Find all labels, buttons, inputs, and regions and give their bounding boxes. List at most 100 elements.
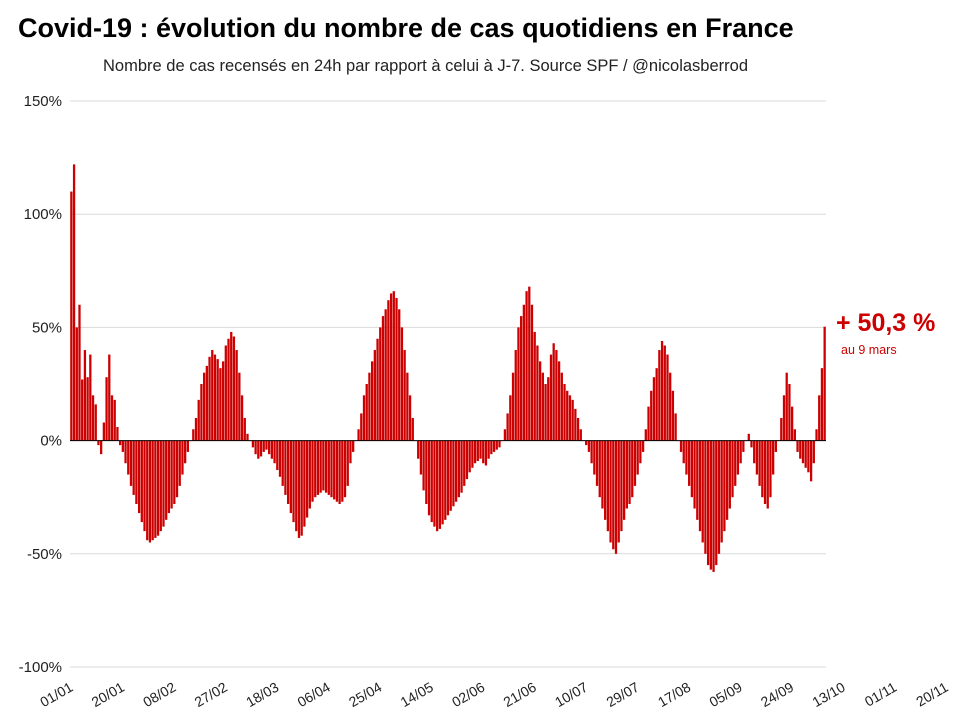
bar xyxy=(243,417,246,441)
bar xyxy=(140,440,143,523)
bar xyxy=(755,440,759,475)
bar xyxy=(94,404,97,441)
bar xyxy=(761,440,764,498)
x-tick-label: 25/04 xyxy=(346,679,385,710)
bar xyxy=(235,350,238,441)
bar xyxy=(251,440,255,448)
bar xyxy=(585,440,588,446)
bar xyxy=(533,331,536,441)
bar xyxy=(381,316,385,441)
bar xyxy=(815,429,818,441)
bar xyxy=(555,350,558,441)
bar xyxy=(257,440,260,459)
y-tick-label: -50% xyxy=(27,546,62,563)
bar xyxy=(230,331,233,441)
bar xyxy=(772,440,775,475)
bar xyxy=(121,440,124,452)
bar xyxy=(557,361,561,441)
bar xyxy=(211,350,214,441)
bar xyxy=(628,440,631,504)
bar xyxy=(704,440,707,554)
last-value-annotation: + 50,3 % xyxy=(836,309,936,337)
bar xyxy=(91,395,95,441)
bar xyxy=(671,390,675,441)
bar xyxy=(785,372,788,441)
bar xyxy=(490,440,493,455)
x-axis: 01/01 20/01 08/02 27/02 18/03 06/04 25/04 14/05… xyxy=(37,679,951,710)
bar xyxy=(346,440,349,486)
bar xyxy=(262,440,265,452)
bar xyxy=(688,440,691,486)
x-tick-label: 08/02 xyxy=(140,679,179,710)
bar xyxy=(801,440,805,464)
x-tick-label: 20/01 xyxy=(89,679,128,710)
bar xyxy=(224,345,227,441)
bar xyxy=(194,417,198,441)
bar xyxy=(327,440,330,495)
bar xyxy=(818,395,821,441)
x-tick-label: 10/07 xyxy=(552,679,591,710)
bar xyxy=(78,304,81,441)
bar xyxy=(541,372,544,441)
bar xyxy=(566,390,569,441)
y-tick-label: 150% xyxy=(24,93,62,110)
bar xyxy=(335,440,339,502)
bar xyxy=(417,440,420,459)
bar xyxy=(376,338,379,441)
bar xyxy=(820,368,824,441)
last-value-date-annotation: au 9 mars xyxy=(841,343,897,357)
x-tick-label: 05/09 xyxy=(706,679,745,710)
bar xyxy=(297,440,301,538)
bar xyxy=(162,440,165,527)
bar xyxy=(422,440,425,491)
bar xyxy=(273,440,276,464)
bar-series xyxy=(70,164,826,572)
bar xyxy=(593,440,596,475)
bar xyxy=(286,440,290,504)
bar xyxy=(574,408,577,441)
x-tick-label: 14/05 xyxy=(398,679,437,710)
bar xyxy=(769,440,772,498)
bar xyxy=(395,297,398,441)
bar xyxy=(240,395,244,441)
bar xyxy=(146,440,149,541)
bar xyxy=(118,440,122,446)
bar xyxy=(595,440,599,486)
x-tick-label: 02/06 xyxy=(449,679,488,710)
bar xyxy=(411,417,414,441)
bar xyxy=(528,286,531,441)
bar xyxy=(804,440,807,468)
chart-title: Covid-19 : évolution du nombre de cas qu… xyxy=(18,13,794,43)
bar xyxy=(538,361,542,441)
bar xyxy=(360,413,363,441)
bar xyxy=(368,372,371,441)
bar xyxy=(763,440,767,504)
x-tick-label: 13/10 xyxy=(809,679,848,710)
bar xyxy=(268,440,271,455)
bar xyxy=(295,440,298,532)
bar xyxy=(622,440,626,520)
bar xyxy=(137,440,141,514)
bar xyxy=(151,440,154,541)
bar xyxy=(465,440,469,480)
bar xyxy=(690,440,694,498)
bar xyxy=(75,327,78,441)
y-tick-label: 0% xyxy=(40,433,62,450)
bar xyxy=(165,440,168,520)
bar xyxy=(723,440,726,532)
bar xyxy=(734,440,737,486)
bar xyxy=(83,350,87,441)
bar xyxy=(184,440,187,464)
bar xyxy=(322,440,325,491)
bar xyxy=(314,440,317,498)
bar xyxy=(108,354,111,441)
bar xyxy=(509,395,512,441)
bar xyxy=(254,440,257,455)
bar xyxy=(780,417,783,441)
bar xyxy=(373,350,376,441)
bar xyxy=(324,440,328,493)
bar xyxy=(660,340,664,441)
bar xyxy=(604,440,607,520)
bar xyxy=(457,440,460,498)
x-tick-label: 18/03 xyxy=(243,679,282,710)
